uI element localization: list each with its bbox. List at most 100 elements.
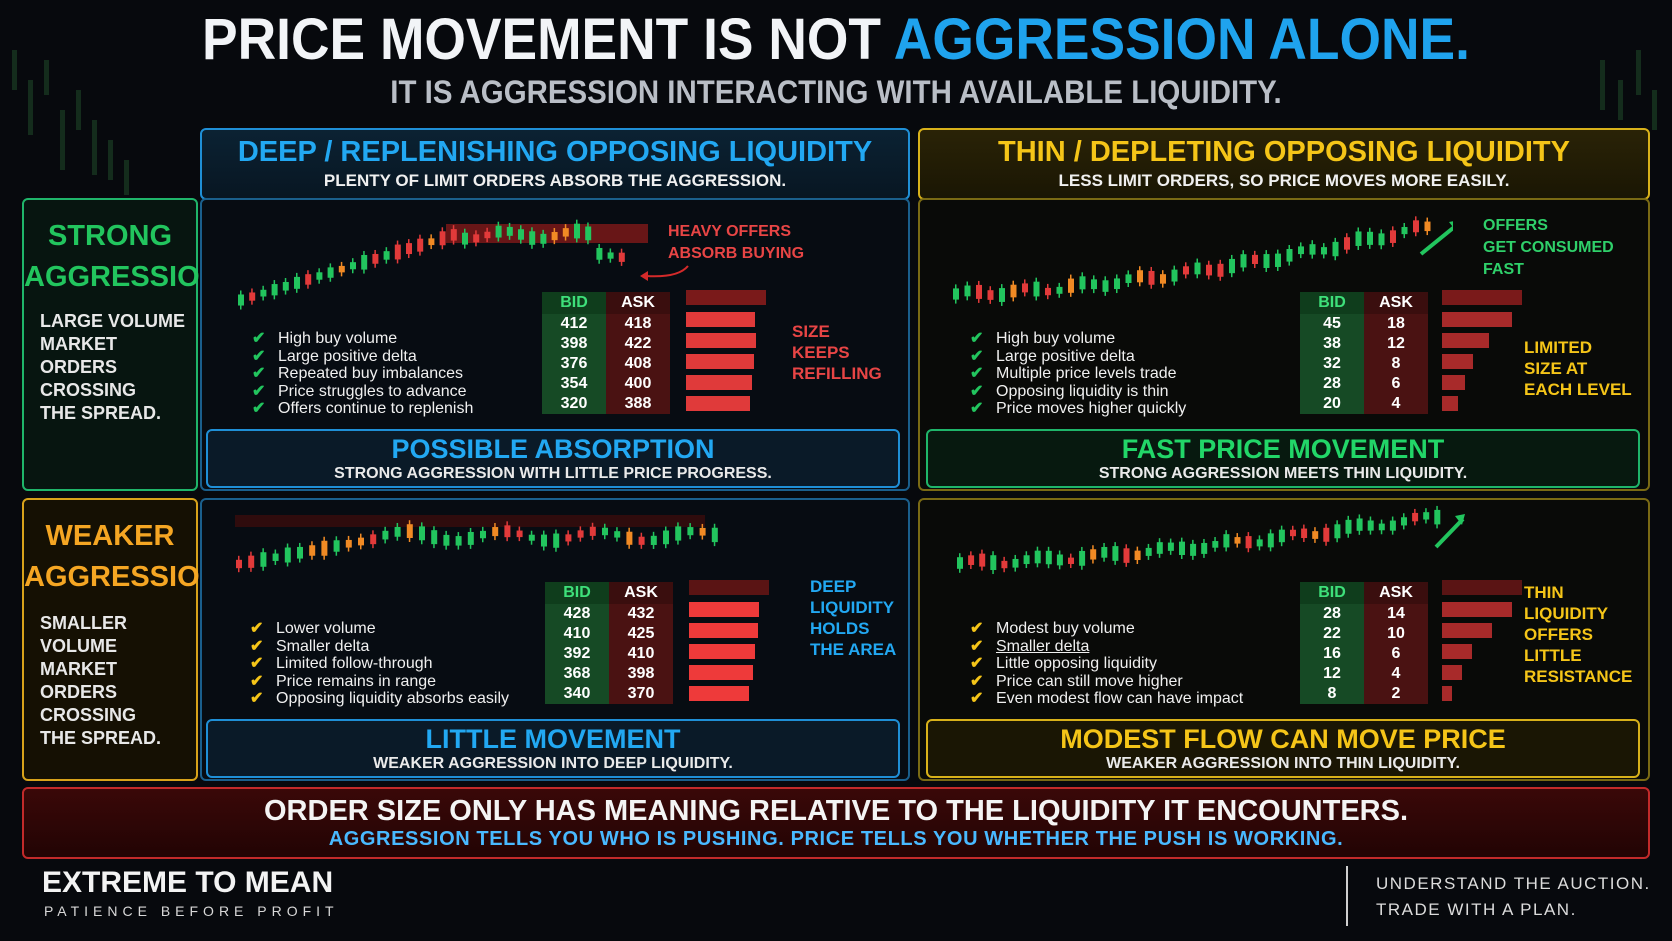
candle-body [406, 524, 413, 538]
side-note-line: THE AREA [810, 640, 897, 659]
depth-bar [1442, 686, 1452, 701]
arrow-head-icon [1455, 514, 1465, 525]
candle-body [1378, 523, 1385, 531]
depth-bar [686, 396, 750, 411]
candle-body [1367, 231, 1373, 245]
result-sub: WEAKER AGGRESSION INTO DEEP LIQUIDITY. [373, 755, 733, 772]
check-item: ✔ Offers continue to replenish [252, 400, 474, 417]
book-row: 428 432 [545, 604, 673, 624]
candle-body [473, 234, 480, 243]
side-note-line: RESISTANCE [1524, 667, 1633, 686]
book-row: 392 410 [545, 644, 673, 664]
depth-bar [686, 375, 752, 390]
candle-body [1256, 539, 1263, 547]
book-row: 412 418 [542, 314, 670, 334]
candle-body [282, 282, 289, 291]
candle-body [1012, 558, 1019, 568]
footer-divider [1346, 866, 1348, 926]
check-item: ✔ Even modest flow can have impact [970, 690, 1244, 707]
check-icon: ✔ [970, 690, 984, 707]
book-row: 340 370 [545, 684, 673, 704]
depth-bar [1442, 623, 1492, 638]
candle-body [382, 530, 389, 540]
candle-body [1045, 287, 1051, 296]
candle-body [1134, 550, 1141, 561]
candle-body [1323, 527, 1330, 542]
candle-body [1091, 279, 1097, 290]
bid-header: BID [542, 292, 606, 314]
candle-body [1156, 542, 1163, 554]
row-label-strong: STRONG AGGRESSION LARGE VOLUME MARKET OR… [22, 198, 221, 491]
candle-body [316, 272, 323, 280]
candle-body [614, 531, 621, 538]
candle-body [1367, 520, 1374, 531]
depth-bar [689, 686, 749, 701]
candle-body [333, 540, 340, 552]
column-sub-deep: PLENTY OF LIMIT ORDERS ABSORB THE AGGRES… [323, 171, 787, 190]
candle-body [1278, 529, 1285, 543]
row-desc-strong-line: LARGE VOLUME [40, 311, 186, 331]
row-label-weak: WEAKER AGGRESSION SMALLER VOLUME MARKET … [22, 498, 221, 781]
candle-body [1275, 253, 1281, 267]
candle-body [1413, 220, 1419, 233]
footer-motto-2: TRADE WITH A PLAN. [1376, 900, 1577, 919]
main-title-part1: PRICE MOVEMENT IS NOT [202, 7, 894, 72]
candle-body [1390, 230, 1396, 243]
side-note-q4: THIN LIQUIDITY OFFERS LITTLE RESISTANCE [1524, 582, 1632, 687]
row-desc-strong-line: MARKET ORDERS [40, 334, 118, 377]
check-item: ✔ Multiple price levels trade [970, 365, 1177, 382]
candle-body [345, 539, 352, 548]
ask-header: ASK [609, 582, 673, 604]
depth-bar-header [689, 580, 769, 595]
candle-body [383, 251, 390, 260]
candle-chart-q4 [957, 505, 1465, 575]
candle-body [999, 288, 1005, 302]
book-row: 368 398 [545, 664, 673, 684]
candle-body [1112, 546, 1119, 561]
brand-name: EXTREME TO MEAN [42, 866, 334, 899]
candle-body [358, 537, 364, 546]
candle-body [1148, 270, 1155, 285]
check-icon: ✔ [970, 382, 984, 400]
checklist-q3: ✔ Lower volume ✔ Smaller delta ✔ Limited fo… [250, 620, 509, 708]
candle-body [431, 530, 438, 545]
check-item: ✔ High buy volume [970, 330, 1116, 347]
side-note-q1: SIZE KEEPS REFILLING [792, 321, 882, 384]
candle-body [1332, 241, 1339, 257]
candle-body [518, 229, 524, 240]
book-row: 354 400 [542, 374, 670, 394]
depth-bar [686, 312, 755, 327]
candle-body [480, 530, 486, 539]
result-box-q3: LITTLE MOVEMENT WEAKER AGGRESSION INTO D… [206, 719, 900, 778]
depth-bar [1442, 644, 1472, 659]
candle-body [1114, 278, 1120, 290]
candle-body [1389, 520, 1396, 531]
depth-bar [689, 665, 753, 680]
candle-body [1424, 221, 1431, 232]
check-icon: ✔ [252, 347, 266, 365]
candle-body [1401, 226, 1408, 235]
candle-body [417, 238, 424, 252]
check-icon: ✔ [252, 400, 266, 417]
result-sub: WEAKER AGGRESSION INTO THIN LIQUIDITY. [1106, 755, 1460, 772]
main-title: PRICE MOVEMENT IS NOT AGGRESSION ALONE. [67, 6, 1605, 73]
candle-body [1401, 517, 1407, 526]
candle-body [272, 553, 279, 561]
candle-body [551, 232, 558, 241]
side-note-line: LIMITED [1524, 338, 1592, 357]
check-item: ✔ Lower volume [250, 620, 376, 637]
candle-body [990, 555, 997, 571]
side-note-q3: DEEP LIQUIDITY HOLDS THE AREA [810, 576, 896, 660]
check-item: ✔ Price moves higher quickly [970, 400, 1187, 417]
candle-body [541, 534, 547, 547]
depth-bar [1442, 665, 1462, 680]
up-arrow-icon [1434, 517, 1465, 549]
candle-body [1434, 509, 1441, 525]
candle-body [309, 545, 316, 556]
candle-body [1179, 541, 1185, 556]
depth-bar [1442, 312, 1512, 327]
candle-body [248, 555, 255, 568]
result-box-q4: MODEST FLOW CAN MOVE PRICE WEAKER AGGRES… [926, 719, 1640, 778]
candle-body [1423, 512, 1430, 520]
